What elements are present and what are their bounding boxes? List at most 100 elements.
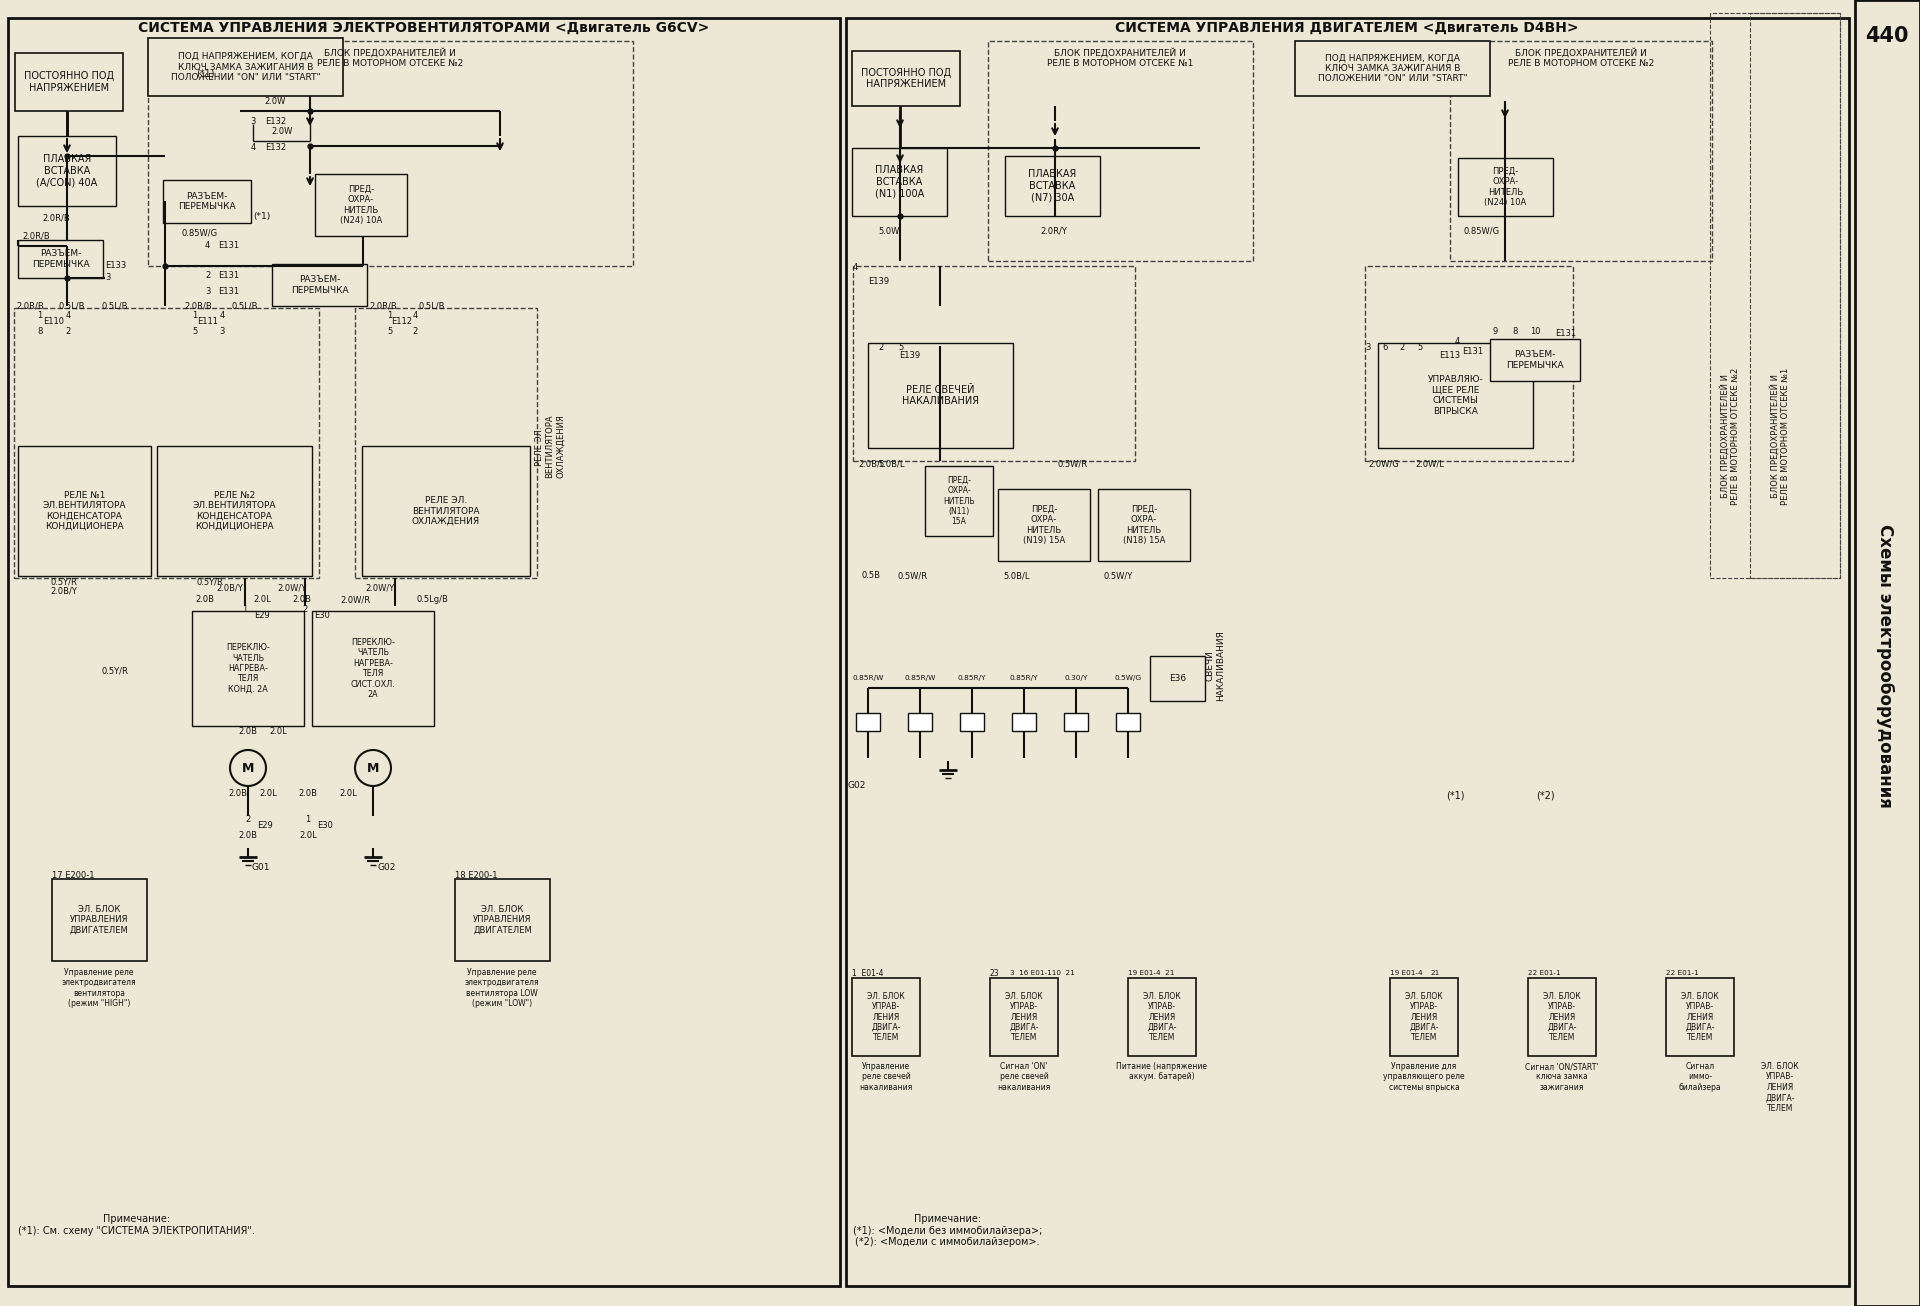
Text: 8: 8 [36,326,42,336]
Text: 0.85R/W: 0.85R/W [904,675,935,680]
Text: E111: E111 [198,317,219,326]
Bar [273,264,367,306]
Bar [315,174,407,236]
Bar [15,54,123,111]
Text: 1: 1 [36,312,42,320]
Text: 2.0W/L: 2.0W/L [1415,460,1444,469]
Bar [163,180,252,223]
Text: 2.0B/L: 2.0B/L [858,460,885,469]
Text: 5: 5 [192,326,198,336]
Text: ЭЛ. БЛОК
УПРАВ-
ЛЕНИЯ
ДВИГА-
ТЕЛЕМ: ЭЛ. БЛОК УПРАВ- ЛЕНИЯ ДВИГА- ТЕЛЕМ [1405,991,1442,1042]
Bar [1379,343,1532,448]
Text: 5.0B/L: 5.0B/L [877,460,904,469]
Text: 2.0B/Y: 2.0B/Y [50,586,77,596]
Text: E131: E131 [1461,346,1482,355]
Text: БЛОК ПРЕДОХРАНИТЕЛЕЙ И
РЕЛЕ В МОТОРНОМ ОТСЕКЕ №1: БЛОК ПРЕДОХРАНИТЕЛЕЙ И РЕЛЕ В МОТОРНОМ О… [1770,367,1789,504]
Bar [1004,155,1100,215]
Text: 2.0B: 2.0B [292,596,311,605]
Text: (*1): (*1) [1446,791,1465,801]
Text: ЭЛ. БЛОК
УПРАВ-
ЛЕНИЯ
ДВИГА-
ТЕЛЕМ: ЭЛ. БЛОК УПРАВ- ЛЕНИЯ ДВИГА- ТЕЛЕМ [1682,991,1718,1042]
Text: 2: 2 [246,815,252,824]
Text: 0.5L/B: 0.5L/B [419,302,445,311]
Text: 5.0W: 5.0W [877,226,899,235]
Bar [17,447,152,576]
Text: ПЛАВКАЯ
ВСТАВКА
(N1) 100A: ПЛАВКАЯ ВСТАВКА (N1) 100A [876,166,924,199]
Bar [148,40,634,266]
Text: E30: E30 [315,610,330,619]
Text: СИСТЕМА УПРАВЛЕНИЯ ЭЛЕКТРОВЕНТИЛЯТОРАМИ <Двигатель G6CV>: СИСТЕМА УПРАВЛЕНИЯ ЭЛЕКТРОВЕНТИЛЯТОРАМИ … [138,21,710,35]
Text: 0.85R/Y: 0.85R/Y [958,675,987,680]
Text: ПРЕД-
ОХРА-
НИТЕЛЬ
(N24) 10A: ПРЕД- ОХРА- НИТЕЛЬ (N24) 10A [1484,167,1526,208]
Text: G01: G01 [252,863,271,872]
Text: 1: 1 [305,815,311,824]
Text: 2.0B: 2.0B [298,790,317,798]
Bar [1116,713,1140,731]
Text: 3: 3 [106,273,109,282]
Text: 6: 6 [1382,343,1388,353]
Text: 3: 3 [1365,343,1371,353]
Text: ПРЕД-
ОХРА-
НИТЕЛЬ
(N19) 15A: ПРЕД- ОХРА- НИТЕЛЬ (N19) 15A [1023,505,1066,545]
Text: 4: 4 [1455,337,1461,346]
Text: РЕЛЕ ЭЛ.
ВЕНТИЛЯТОРА
ОХЛАЖДЕНИЯ: РЕЛЕ ЭЛ. ВЕНТИЛЯТОРА ОХЛАЖДЕНИЯ [413,496,480,526]
Text: Управление для
управляющего реле
системы впрыска: Управление для управляющего реле системы… [1382,1062,1465,1092]
Bar [868,343,1014,448]
Text: 17 E200-1: 17 E200-1 [52,871,94,880]
Text: 0.5L/B: 0.5L/B [60,302,84,311]
Bar [8,18,841,1286]
Text: 9: 9 [1492,326,1498,336]
Text: 2.0L: 2.0L [269,726,286,735]
Bar [960,713,983,731]
Text: E29: E29 [253,610,271,619]
Text: ПРЕД-
ОХРА-
НИТЕЛЬ
(N18) 15A: ПРЕД- ОХРА- НИТЕЛЬ (N18) 15A [1123,505,1165,545]
Text: 2.0B/Y: 2.0B/Y [217,584,244,593]
Bar [989,40,1254,261]
Text: 5.0B/L: 5.0B/L [1002,572,1029,580]
Text: 0.85W/G: 0.85W/G [182,229,219,238]
Text: 2.0R/B: 2.0R/B [184,302,211,311]
Text: 2.0B: 2.0B [238,726,257,735]
Bar [925,466,993,535]
Text: (*2): (*2) [1536,791,1555,801]
Bar [1012,713,1037,731]
Text: ЭЛ. БЛОК
УПРАВ-
ЛЕНИЯ
ДВИГА-
ТЕЛЕМ: ЭЛ. БЛОК УПРАВ- ЛЕНИЯ ДВИГА- ТЕЛЕМ [1006,991,1043,1042]
Text: 1: 1 [192,312,198,320]
Text: 0.85W/G: 0.85W/G [1463,226,1500,235]
Bar [852,148,947,215]
Text: 3  16 E01-110  21: 3 16 E01-110 21 [1010,970,1075,976]
Text: E29: E29 [257,820,273,829]
Text: 2.0R/B: 2.0R/B [21,231,50,240]
Text: 2: 2 [205,272,211,281]
Text: ПОД НАПРЯЖЕНИЕМ, КОГДА
КЛЮЧ ЗАМКА ЗАЖИГАНИЯ В
ПОЛОЖЕНИИ "ON" ИЛИ "START": ПОД НАПРЯЖЕНИЕМ, КОГДА КЛЮЧ ЗАМКА ЗАЖИГА… [171,52,321,82]
Text: 0.5Lg/B: 0.5Lg/B [417,596,447,605]
Text: 19 E01-4: 19 E01-4 [1390,970,1423,976]
Text: 1  E01-4: 1 E01-4 [852,969,883,977]
Text: ЭЛ. БЛОК
УПРАВ-
ЛЕНИЯ
ДВИГА-
ТЕЛЕМ: ЭЛ. БЛОК УПРАВ- ЛЕНИЯ ДВИГА- ТЕЛЕМ [1544,991,1580,1042]
Text: 0.5W/Y: 0.5W/Y [1102,572,1133,580]
Text: M: M [242,761,253,774]
Text: 0.30/Y: 0.30/Y [1064,675,1089,680]
Bar [1528,978,1596,1057]
Text: 3: 3 [219,326,225,336]
Text: 22 E01-1: 22 E01-1 [1528,970,1561,976]
Text: ПЕРЕКЛЮ-
ЧАТЕЛЬ
НАГРЕВА-
ТЕЛЯ
КОНД. 2А: ПЕРЕКЛЮ- ЧАТЕЛЬ НАГРЕВА- ТЕЛЯ КОНД. 2А [227,643,271,693]
Text: 0.85R/Y: 0.85R/Y [1010,675,1039,680]
Text: 2: 2 [877,343,883,353]
Text: 0.5Y/R: 0.5Y/R [196,577,223,586]
Text: E131: E131 [219,242,240,251]
Bar [455,879,549,961]
Text: СИСТЕМА УПРАВЛЕНИЯ ДВИГАТЕЛЕМ <Двигатель D4BH>: СИСТЕМА УПРАВЛЕНИЯ ДВИГАТЕЛЕМ <Двигатель… [1116,21,1578,35]
Text: 2.0B: 2.0B [196,596,215,605]
Text: Управление реле
электродвигателя
вентилятора
(режим "HIGH"): Управление реле электродвигателя вентиля… [61,968,136,1008]
Text: 3: 3 [205,286,211,295]
Bar [998,488,1091,562]
Text: РЕЛЕ СВЕЧЕЙ
НАКАЛИВАНИЯ: РЕЛЕ СВЕЧЕЙ НАКАЛИВАНИЯ [902,385,979,406]
Text: ЭЛ. БЛОК
УПРАВ-
ЛЕНИЯ
ДВИГА-
ТЕЛЕМ: ЭЛ. БЛОК УПРАВ- ЛЕНИЯ ДВИГА- ТЕЛЕМ [868,991,904,1042]
Text: ПЛАВКАЯ
ВСТАВКА
(A/CON) 40A: ПЛАВКАЯ ВСТАВКА (A/CON) 40A [36,154,98,188]
Text: 2.0W: 2.0W [265,98,286,107]
Text: Примечание:
(*1): См. схему "СИСТЕМА ЭЛЕКТРОПИТАНИЯ".: Примечание: (*1): См. схему "СИСТЕМА ЭЛЕ… [17,1215,255,1235]
Text: 2.0R/B: 2.0R/B [42,213,69,222]
Text: ПРЕД-
ОХРА-
НИТЕЛЬ
(N24) 10A: ПРЕД- ОХРА- НИТЕЛЬ (N24) 10A [340,185,382,225]
Text: РЕЛЕ №2
ЭЛ.ВЕНТИЛЯТОРА
КОНДЕНСАТОРА
КОНДИЦИОНЕРА: РЕЛЕ №2 ЭЛ.ВЕНТИЛЯТОРА КОНДЕНСАТОРА КОНД… [192,491,276,532]
Text: 2.0W: 2.0W [271,128,292,137]
Text: 2.0B: 2.0B [228,790,248,798]
